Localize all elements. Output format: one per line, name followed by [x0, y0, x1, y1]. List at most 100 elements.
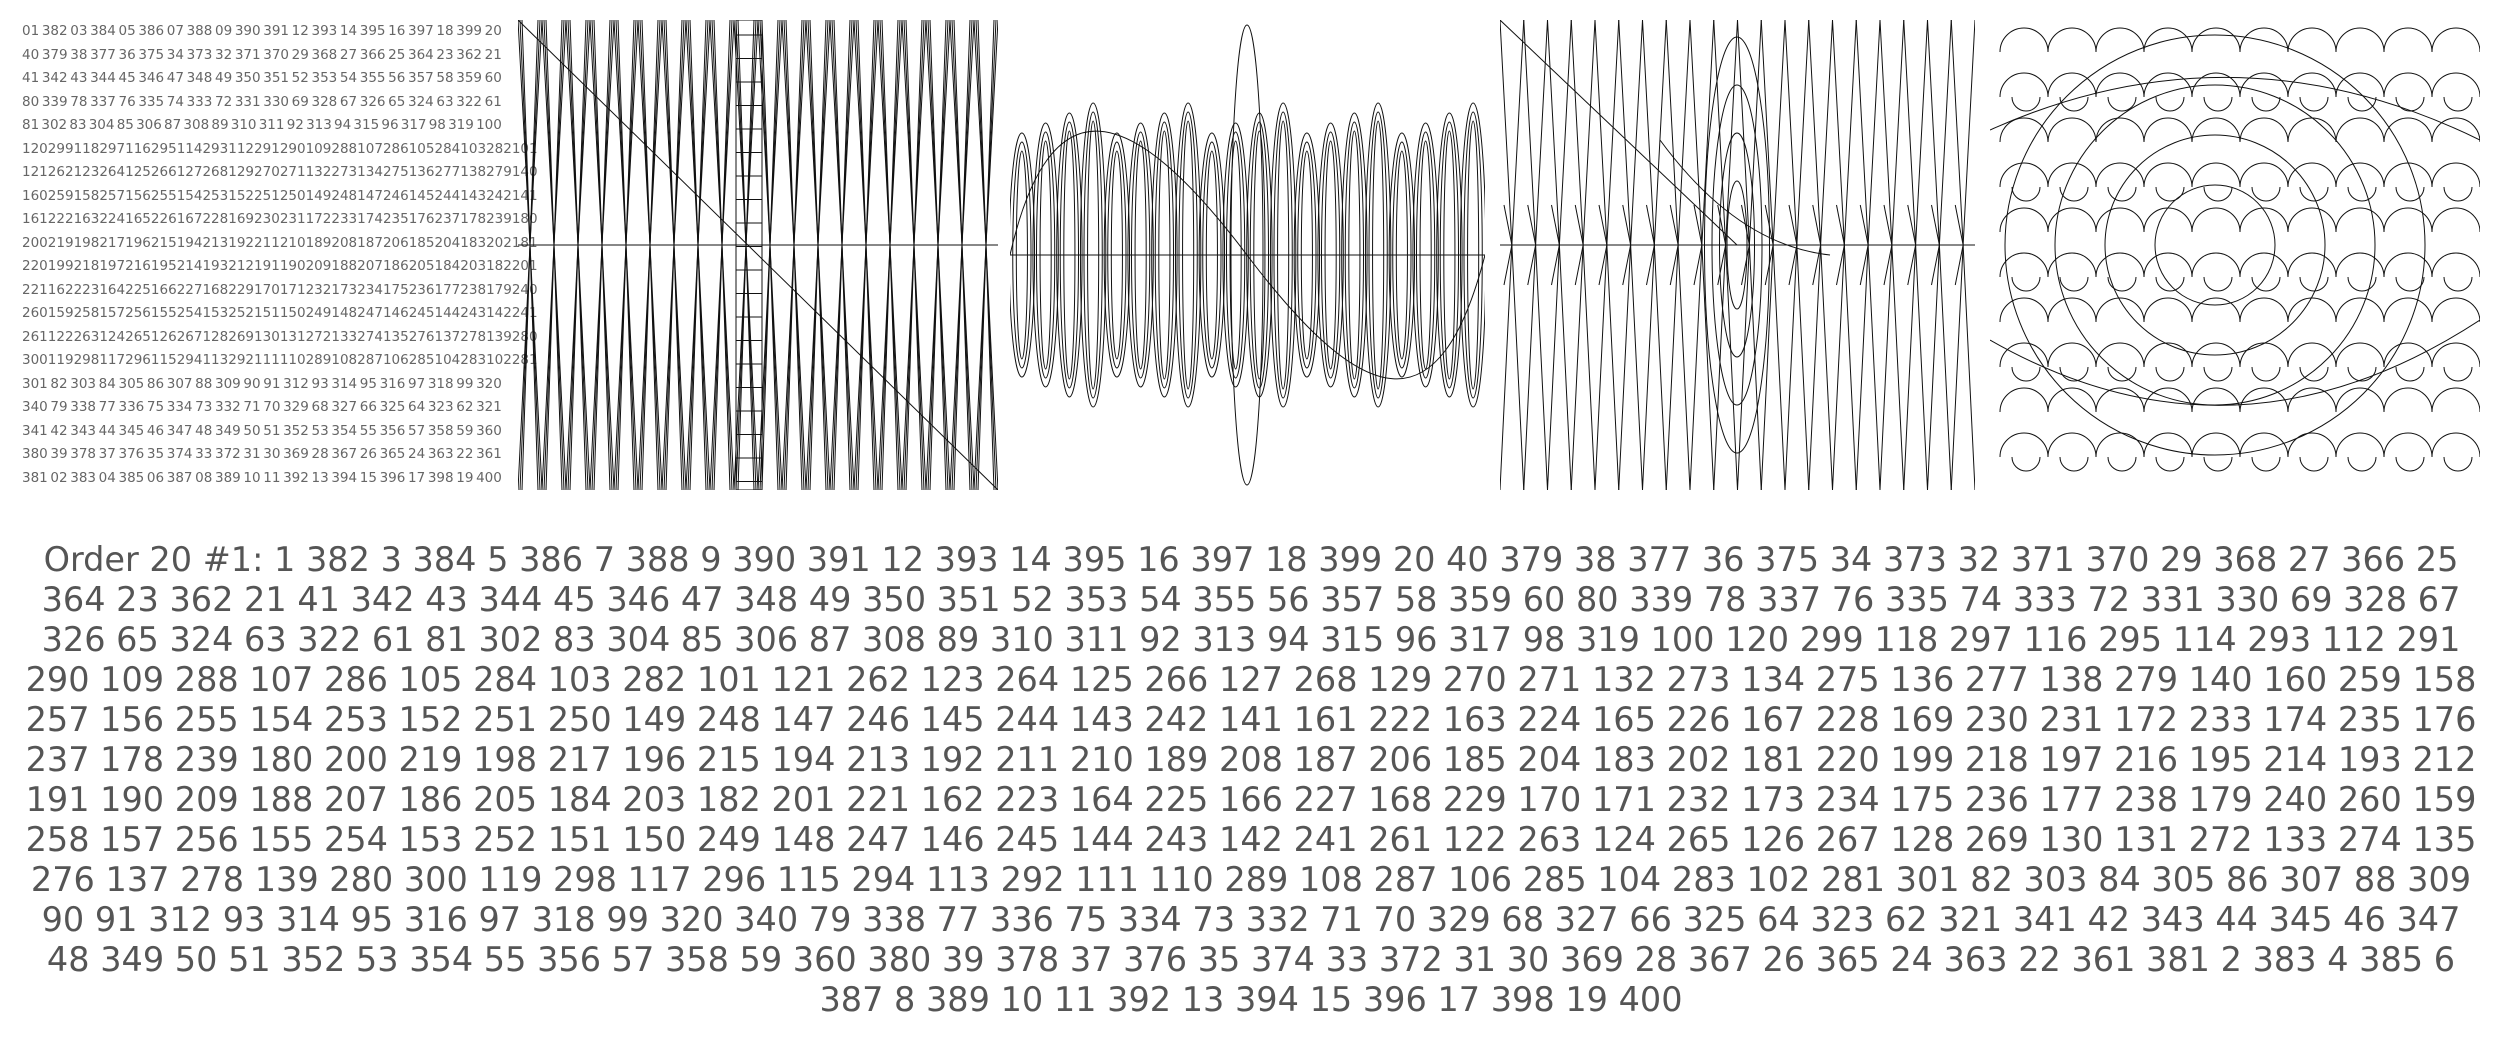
grid-cell: 266	[150, 164, 177, 180]
grid-cell: 288	[331, 140, 358, 157]
scallop-arc	[2239, 432, 2289, 458]
grid-cell: 230	[254, 211, 280, 227]
grid-cell: 34	[166, 46, 184, 63]
grid-cell: 237	[434, 211, 461, 227]
grid-cell: 69	[291, 93, 309, 110]
grid-cell: 233	[331, 211, 358, 227]
grid-cell: 19	[456, 469, 474, 486]
grid-cell: 125	[125, 164, 151, 180]
grid-cell: 223	[73, 281, 100, 298]
grid-cell: 345	[118, 422, 145, 439]
grid-cell: 25	[388, 46, 406, 63]
grid-cell: 67	[339, 93, 358, 110]
grid-cell: 157	[99, 305, 126, 321]
grid-cell: 62	[456, 399, 474, 415]
scallop-arc	[1999, 342, 2049, 368]
grid-cell: 113	[202, 352, 229, 368]
needle-line	[1748, 20, 1762, 490]
scallop-arc	[1999, 432, 2049, 458]
scallop-arc	[2287, 27, 2337, 53]
grid-cell: 386	[138, 23, 165, 39]
grid-cell: 129	[228, 164, 255, 180]
grid-cell: 206	[382, 234, 409, 251]
grid-cell: 393	[311, 23, 338, 39]
grid-cell: 304	[88, 117, 115, 133]
grid-cell: 89	[211, 117, 229, 133]
grid-cell: 90	[243, 375, 261, 392]
grid-cell: 39	[50, 446, 68, 462]
grid-cell: 273	[331, 164, 358, 180]
small-arc	[2395, 96, 2425, 112]
grid-cell: 122	[47, 328, 74, 345]
grid-cell: 178	[460, 211, 487, 227]
grid-cell: 115	[150, 352, 177, 368]
small-arc	[2443, 96, 2473, 112]
scallop-arc	[2287, 207, 2337, 233]
grid-cell: 100	[476, 117, 502, 133]
scallop-arc	[2383, 252, 2433, 278]
grid-cell: 47	[166, 70, 184, 86]
scallop-arc	[2239, 207, 2289, 233]
grid-row: 221 162 223 164 225 166 227 168 229 170 171 232 173 2…	[22, 279, 538, 303]
scallop-arc	[2239, 72, 2289, 98]
grid-cell: 167	[176, 211, 203, 227]
grid-cell: 32	[215, 46, 233, 63]
grid-cell: 58	[436, 70, 454, 86]
grid-cell: 10	[243, 469, 261, 486]
grid-cell: 106	[382, 352, 409, 368]
grid-cell: 111	[254, 352, 280, 368]
grid-cell: 249	[305, 305, 332, 321]
needle-line	[1938, 20, 1952, 490]
grid-cell: 207	[357, 258, 383, 274]
scallop-arc	[2239, 387, 2289, 413]
grid-cell: 272	[305, 328, 332, 345]
small-arc	[2347, 456, 2377, 472]
grid-cell: 173	[331, 281, 358, 298]
scallop-arc	[2143, 342, 2193, 368]
grid-cell: 367	[331, 446, 358, 462]
grid-cell: 276	[408, 328, 435, 345]
scallop-arc	[2191, 117, 2241, 143]
small-arc	[2251, 186, 2281, 202]
scallop-arc	[2239, 342, 2289, 368]
grid-cell: 271	[279, 164, 306, 180]
grid-cell: 389	[215, 469, 241, 486]
grid-cell: 168	[202, 281, 229, 298]
grid-cell: 352	[283, 422, 309, 439]
grid-cell: 360	[476, 422, 502, 439]
grid-cell: 282	[486, 140, 512, 157]
grid-cell: 182	[486, 258, 512, 274]
grid-cell: 133	[331, 328, 358, 345]
grid-cell: 42	[50, 422, 68, 439]
grid-cell: 134	[357, 164, 383, 180]
small-arc	[2251, 276, 2281, 292]
sequence-text: Order 20 #1: 1 382 3 384 5 386 7 388 9 3…	[20, 540, 2482, 1020]
grid-cell: 04	[98, 469, 116, 486]
grid-cell: 267	[176, 328, 203, 345]
scallop-arc	[1999, 117, 2049, 143]
scallop-arc	[2047, 207, 2097, 233]
scallop-arc	[2335, 342, 2385, 368]
ring	[2004, 34, 2426, 456]
grid-cell: 171	[279, 281, 306, 298]
grid-cell: 362	[456, 46, 483, 63]
grid-cell: 162	[47, 281, 74, 298]
small-arc	[2203, 276, 2233, 292]
grid-cell: 226	[150, 211, 177, 227]
scallop-arc	[2095, 162, 2145, 188]
grid-cell: 321	[476, 399, 502, 415]
grid-cell: 306	[136, 117, 162, 133]
scallop-arc	[2143, 162, 2193, 188]
grid-cell: 400	[476, 469, 502, 486]
grid-cell: 85	[116, 117, 134, 133]
grid-cell: 144	[434, 305, 461, 321]
scallop-arc	[1999, 297, 2049, 323]
small-arc	[2443, 366, 2473, 382]
grid-cell: 217	[99, 234, 126, 251]
grid-row: 40 379 38 377 36 375 34 373 32 371 370 29 368 27 366 25…	[22, 44, 502, 68]
scallop-arc	[2383, 117, 2433, 143]
scallop-arc	[2095, 117, 2145, 143]
grid-row: 300 119 298 117 296 115 294 113 292 111 110 289 108 2…	[22, 349, 538, 373]
grid-cell: 262	[47, 164, 74, 180]
grid-cell: 33	[195, 446, 213, 462]
